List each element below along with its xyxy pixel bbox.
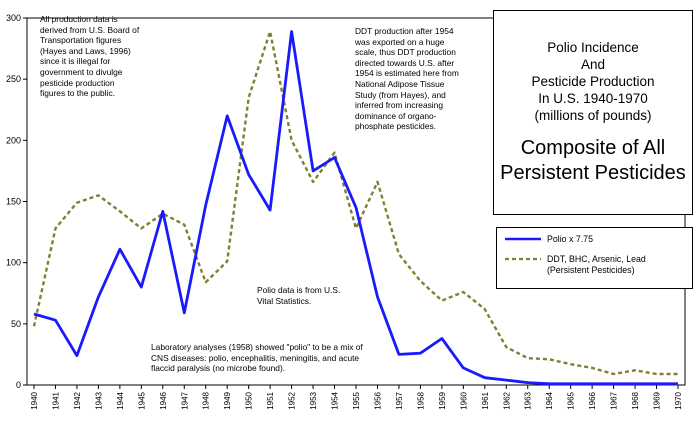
annotation-polio-source: Polio data is from U.S. Vital Statistics… [257, 285, 341, 306]
x-tick-label: 1965 [567, 391, 576, 409]
x-tick-label: 1942 [73, 391, 82, 409]
x-tick-label: 1966 [588, 391, 597, 409]
y-tick-label: 50 [11, 319, 21, 329]
x-tick-label: 1947 [180, 391, 189, 409]
x-tick-label: 1955 [352, 391, 361, 409]
legend-item-pesticides: DDT, BHC, Arsenic, Lead (Persistent Pest… [505, 254, 646, 276]
x-tick-label: 1963 [524, 391, 533, 409]
x-tick-label: 1967 [610, 391, 619, 409]
x-tick-label: 1952 [288, 391, 297, 409]
x-tick-label: 1960 [459, 391, 468, 409]
x-tick-label: 1964 [545, 391, 554, 409]
x-tick-label: 1956 [373, 391, 382, 409]
annotation-production-source: All production data is derived from U.S.… [40, 14, 140, 99]
x-tick-label: 1948 [202, 391, 211, 409]
annotation-ddt-note: DDT production after 1954 was exported o… [355, 26, 459, 132]
title-box: Polio Incidence And Pesticide Production… [493, 10, 693, 215]
x-tick-label: 1968 [631, 391, 640, 409]
legend-item-polio: Polio x 7.75 [505, 234, 593, 245]
x-tick-label: 1969 [653, 391, 662, 409]
x-tick-label: 1970 [674, 391, 683, 409]
x-tick-label: 1946 [159, 391, 168, 409]
x-tick-label: 1962 [502, 391, 511, 409]
chart-title: Composite of All Persistent Pesticides [500, 137, 686, 184]
x-tick-label: 1950 [245, 391, 254, 409]
annotation-lab-note: Laboratory analyses (1958) showed "polio… [151, 342, 363, 374]
legend: Polio x 7.75 DDT, BHC, Arsenic, Lead (Pe… [496, 227, 693, 289]
x-tick-label: 1949 [223, 391, 232, 409]
y-tick-label: 250 [6, 74, 21, 84]
legend-swatch-pesticides [505, 257, 541, 261]
x-tick-label: 1951 [266, 391, 275, 409]
x-tick-label: 1944 [116, 391, 125, 409]
x-tick-label: 1954 [331, 391, 340, 409]
x-tick-label: 1959 [438, 391, 447, 409]
y-tick-label: 200 [6, 135, 21, 145]
x-tick-label: 1961 [481, 391, 490, 409]
x-tick-label: 1958 [416, 391, 425, 409]
x-tick-label: 1943 [94, 391, 103, 409]
x-tick-label: 1953 [309, 391, 318, 409]
x-tick-label: 1957 [395, 391, 404, 409]
y-tick-label: 100 [6, 258, 21, 268]
x-tick-label: 1945 [137, 391, 146, 409]
x-tick-label: 1940 [30, 391, 39, 409]
series-lines [32, 30, 678, 386]
legend-label-pesticides: DDT, BHC, Arsenic, Lead (Persistent Pest… [547, 254, 646, 275]
chart-subtitle: Polio Incidence And Pesticide Production… [531, 40, 655, 123]
x-tick-label: 1941 [51, 391, 60, 409]
legend-label-polio: Polio x 7.75 [547, 234, 593, 244]
y-tick-label: 0 [16, 380, 21, 390]
x-tick-labels: 1940 1941 1942 1943 1944 1945 1946 1947 1948 1949… [30, 391, 683, 409]
y-tick-label: 150 [6, 197, 21, 207]
y-tick-label: 300 [6, 13, 21, 23]
y-tick-labels: 0 50 100 150 200 250 300 [6, 13, 21, 390]
series-line-pesticides [32, 30, 678, 376]
series-line-polio [33, 30, 678, 386]
legend-swatch-polio [505, 237, 541, 241]
